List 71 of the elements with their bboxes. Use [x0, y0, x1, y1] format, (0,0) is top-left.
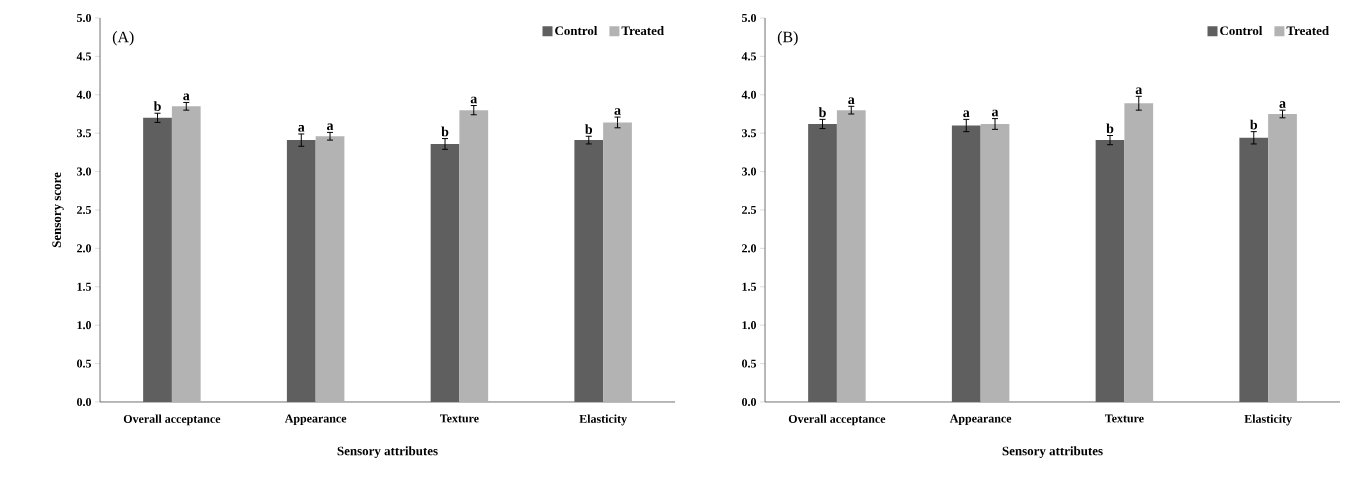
y-axis-title: Sensory score	[52, 172, 64, 248]
bar	[603, 122, 632, 402]
data-label: a	[470, 96, 478, 104]
data-label: b	[1106, 123, 1114, 134]
data-label: a	[1135, 87, 1143, 95]
bar	[808, 123, 837, 402]
x-axis-title: Sensory attributes	[1002, 446, 1103, 458]
y-tick-label: 2.5	[77, 205, 92, 215]
legend-label: Control	[555, 26, 598, 36]
data-label: a	[991, 109, 999, 117]
data-label: a	[614, 108, 621, 115]
bar	[171, 106, 201, 402]
y-tick-label: 5.0	[77, 13, 92, 23]
y-tick-label: 0.5	[742, 359, 757, 368]
x-tick-label: Appearance	[949, 414, 1012, 425]
y-tick-label: 2.0	[742, 244, 757, 253]
bar	[1124, 103, 1154, 402]
data-label: a	[298, 125, 305, 132]
y-tick-label: 3.0	[77, 167, 92, 176]
y-tick-label: 4.0	[76, 90, 92, 99]
y-tick-label: 4.0	[741, 90, 757, 99]
y-tick-label: 0.0	[77, 397, 92, 407]
x-tick-label: Elasticity	[1244, 414, 1292, 426]
data-label: b	[153, 101, 161, 112]
y-tick-label: 1.0	[77, 321, 92, 330]
data-label: a	[1279, 101, 1286, 108]
bar	[951, 125, 981, 402]
data-label: b	[818, 107, 826, 118]
data-label: b	[585, 124, 593, 135]
y-tick-label: 1.5	[742, 282, 757, 291]
y-tick-label: 2.5	[742, 205, 757, 215]
x-tick-label: Texture	[1104, 414, 1144, 423]
y-tick-label: 4.5	[76, 52, 92, 61]
y-tick-label: 3.5	[77, 129, 92, 138]
legend-label: Treated	[621, 26, 664, 36]
y-tick-label: 1.0	[742, 321, 757, 330]
x-tick-label: Appearance	[284, 414, 347, 425]
data-label: a	[183, 93, 190, 101]
y-tick-label: 1.5	[77, 282, 92, 291]
x-tick-label: Texture	[439, 414, 479, 423]
legend-label: Control	[1220, 26, 1263, 36]
bar	[1268, 113, 1297, 402]
bar	[1239, 137, 1269, 402]
y-tick-label: 3.5	[742, 129, 757, 138]
x-tick-label: Elasticity	[579, 414, 627, 426]
x-axis-title: Sensory attributes	[337, 446, 438, 458]
y-tick-label: 5.0	[742, 13, 757, 23]
data-label: a	[848, 97, 855, 105]
bar	[980, 123, 1010, 402]
text: (A)	[112, 31, 134, 46]
bar	[286, 140, 316, 402]
y-tick-label: 2.0	[77, 244, 92, 253]
x-tick-label: Overall acceptance	[123, 414, 221, 426]
data-label: b	[441, 126, 449, 137]
y-tick-label: 4.5	[741, 52, 757, 61]
data-label: a	[326, 123, 334, 131]
y-tick-label: 0.5	[77, 359, 92, 368]
bar	[459, 110, 489, 402]
bar	[836, 110, 866, 402]
y-tick-label: 0.0	[742, 397, 757, 407]
data-label: a	[963, 110, 970, 118]
x-tick-label: Overall acceptance	[788, 414, 886, 426]
legend-label: Treated	[1286, 26, 1329, 36]
bar	[143, 117, 172, 402]
bar	[315, 136, 345, 402]
bar	[1095, 140, 1125, 402]
bar	[574, 140, 604, 402]
y-tick-label: 3.0	[742, 167, 757, 176]
data-label: b	[1250, 119, 1258, 130]
bar	[430, 143, 460, 402]
text: (B)	[777, 31, 798, 46]
